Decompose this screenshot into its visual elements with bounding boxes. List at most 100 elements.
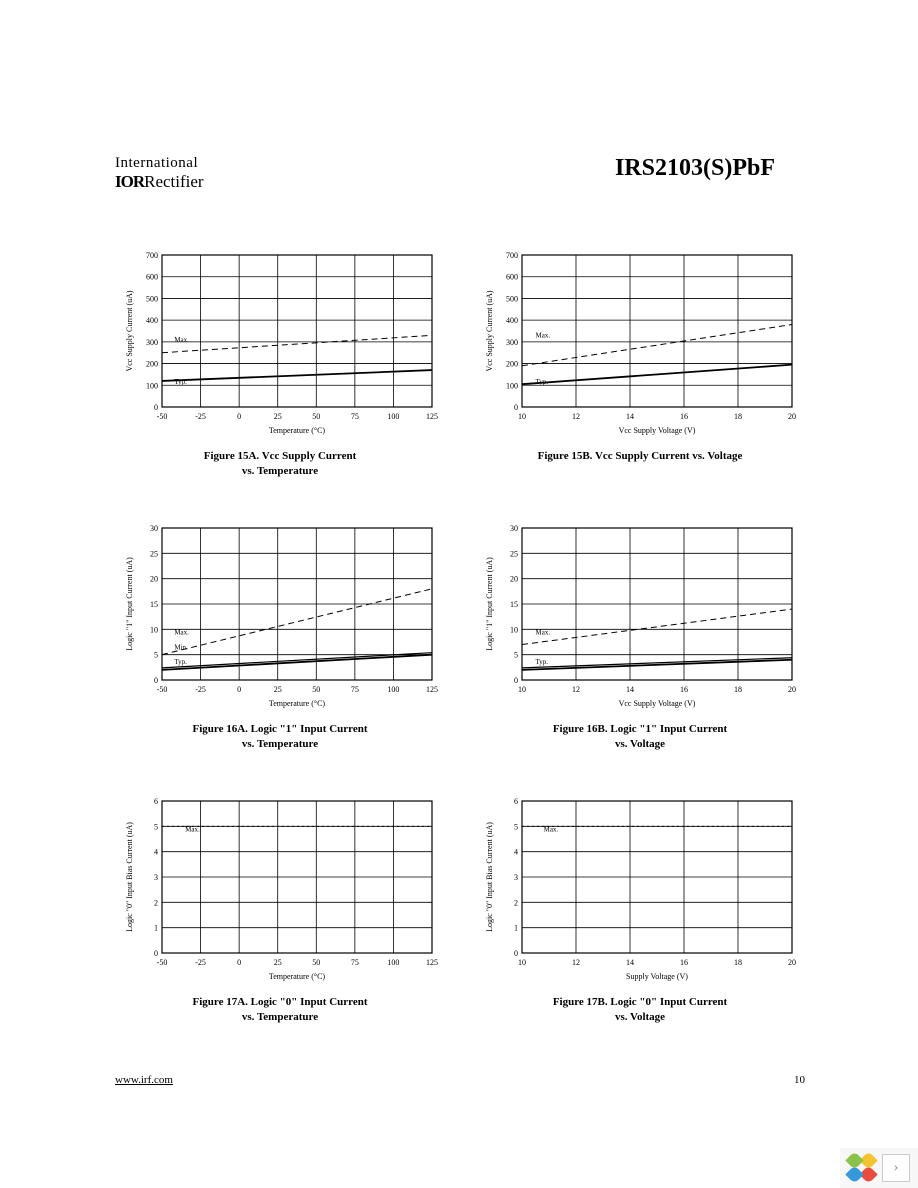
svg-text:12: 12 — [572, 958, 580, 967]
svg-text:14: 14 — [626, 412, 634, 421]
svg-text:16: 16 — [680, 685, 688, 694]
svg-text:Vcc Supply Voltage (V): Vcc Supply Voltage (V) — [619, 426, 696, 435]
svg-text:15: 15 — [510, 600, 518, 609]
svg-text:18: 18 — [734, 685, 742, 694]
svg-text:Max.: Max. — [536, 332, 551, 340]
svg-text:50: 50 — [312, 685, 320, 694]
chevron-right-icon: › — [894, 1160, 899, 1176]
svg-text:0: 0 — [237, 685, 241, 694]
svg-text:Max.: Max. — [536, 628, 551, 636]
logo-text-top: International — [115, 155, 204, 172]
svg-text:20: 20 — [788, 412, 796, 421]
svg-text:Temperature (°C): Temperature (°C) — [269, 426, 326, 435]
svg-text:10: 10 — [518, 412, 526, 421]
svg-text:50: 50 — [312, 412, 320, 421]
svg-text:0: 0 — [237, 958, 241, 967]
svg-text:1: 1 — [154, 923, 158, 932]
svg-text:Logic "0" Input Bias Current (: Logic "0" Input Bias Current (uA) — [485, 821, 494, 931]
caption-15b: Figure 15B. Vcc Supply Current vs. Volta… — [538, 449, 743, 464]
svg-text:600: 600 — [506, 273, 518, 282]
svg-text:125: 125 — [426, 958, 438, 967]
svg-text:400: 400 — [146, 316, 158, 325]
viewer-logo-icon — [848, 1154, 876, 1182]
svg-text:100: 100 — [506, 381, 518, 390]
figure-17b: 0123456101214161820Max.Supply Voltage (V… — [475, 793, 805, 1026]
svg-text:18: 18 — [734, 412, 742, 421]
svg-text:-50: -50 — [157, 412, 168, 421]
svg-text:-25: -25 — [195, 958, 206, 967]
caption-17a: Figure 17A. Logic "0" Input Current vs. … — [193, 995, 368, 1026]
svg-text:10: 10 — [518, 685, 526, 694]
svg-text:0: 0 — [237, 412, 241, 421]
svg-text:Max.: Max. — [174, 336, 189, 344]
part-number: IRS2103(S)PbF — [615, 155, 775, 182]
caption-15a: Figure 15A. Vcc Supply Current vs. Tempe… — [204, 449, 356, 480]
svg-text:125: 125 — [426, 685, 438, 694]
figure-16b: 051015202530101214161820Max.Typ.Vcc Supp… — [475, 520, 805, 753]
svg-text:4: 4 — [154, 847, 158, 856]
svg-text:30: 30 — [510, 524, 518, 533]
chart-17b-svg: 0123456101214161820Max.Supply Voltage (V… — [480, 793, 800, 983]
svg-text:20: 20 — [150, 574, 158, 583]
logo-rectifier: Rectifier — [144, 172, 203, 191]
svg-text:4: 4 — [514, 847, 518, 856]
svg-text:-25: -25 — [195, 412, 206, 421]
svg-text:100: 100 — [387, 958, 399, 967]
svg-text:5: 5 — [154, 822, 158, 831]
page-footer: www.irf.com 10 — [115, 1074, 805, 1086]
footer-page-number: 10 — [794, 1074, 805, 1086]
svg-text:5: 5 — [154, 650, 158, 659]
svg-text:75: 75 — [351, 685, 359, 694]
svg-text:30: 30 — [150, 524, 158, 533]
footer-url: www.irf.com — [115, 1074, 173, 1086]
svg-text:0: 0 — [154, 949, 158, 958]
svg-text:0: 0 — [154, 403, 158, 412]
svg-text:-25: -25 — [195, 685, 206, 694]
svg-text:Max.: Max. — [174, 628, 189, 636]
svg-text:15: 15 — [150, 600, 158, 609]
svg-text:25: 25 — [150, 549, 158, 558]
svg-text:Logic "1" Input Current (uA): Logic "1" Input Current (uA) — [485, 557, 494, 651]
svg-text:20: 20 — [788, 958, 796, 967]
svg-text:Temperature (°C): Temperature (°C) — [269, 699, 326, 708]
svg-text:50: 50 — [312, 958, 320, 967]
svg-text:500: 500 — [506, 294, 518, 303]
figure-17a: 0123456-50-250255075100125Max.Temperatur… — [115, 793, 445, 1026]
chart-16a-svg: 051015202530-50-250255075100125Max.Typ.M… — [120, 520, 440, 710]
svg-text:12: 12 — [572, 685, 580, 694]
chart-15a-svg: 0100200300400500600700-50-25025507510012… — [120, 247, 440, 437]
svg-text:Vcc Supply Voltage (V): Vcc Supply Voltage (V) — [619, 699, 696, 708]
svg-text:0: 0 — [154, 676, 158, 685]
datasheet-page: International IORRectifier IRS2103(S)PbF… — [115, 155, 805, 1025]
chart-16b-svg: 051015202530101214161820Max.Typ.Vcc Supp… — [480, 520, 800, 710]
svg-text:Max.: Max. — [544, 825, 559, 833]
svg-text:700: 700 — [506, 251, 518, 260]
svg-text:100: 100 — [146, 381, 158, 390]
svg-text:10: 10 — [150, 625, 158, 634]
svg-text:Vcc Supply Current (uA): Vcc Supply Current (uA) — [485, 290, 494, 371]
svg-text:6: 6 — [154, 797, 158, 806]
figure-15a: 0100200300400500600700-50-25025507510012… — [115, 247, 445, 480]
viewer-nav-widget: › — [840, 1148, 918, 1188]
svg-text:0: 0 — [514, 676, 518, 685]
svg-text:100: 100 — [387, 685, 399, 694]
caption-16a: Figure 16A. Logic "1" Input Current vs. … — [193, 722, 368, 753]
svg-text:20: 20 — [788, 685, 796, 694]
svg-text:400: 400 — [506, 316, 518, 325]
caption-16b: Figure 16B. Logic "1" Input Current vs. … — [553, 722, 727, 753]
chart-17a-svg: 0123456-50-250255075100125Max.Temperatur… — [120, 793, 440, 983]
svg-text:Vcc Supply Current (uA): Vcc Supply Current (uA) — [125, 290, 134, 371]
svg-text:5: 5 — [514, 650, 518, 659]
svg-text:125: 125 — [426, 412, 438, 421]
svg-text:5: 5 — [514, 822, 518, 831]
next-page-button[interactable]: › — [882, 1154, 910, 1182]
svg-text:Logic "0" Input Bias Current (: Logic "0" Input Bias Current (uA) — [125, 821, 134, 931]
svg-text:25: 25 — [510, 549, 518, 558]
svg-text:18: 18 — [734, 958, 742, 967]
logo-text-bottom: IORRectifier — [115, 172, 204, 192]
svg-text:10: 10 — [510, 625, 518, 634]
chart-15b-svg: 0100200300400500600700101214161820Max.Ty… — [480, 247, 800, 437]
svg-text:200: 200 — [506, 360, 518, 369]
svg-text:300: 300 — [506, 338, 518, 347]
figure-16a: 051015202530-50-250255075100125Max.Typ.M… — [115, 520, 445, 753]
